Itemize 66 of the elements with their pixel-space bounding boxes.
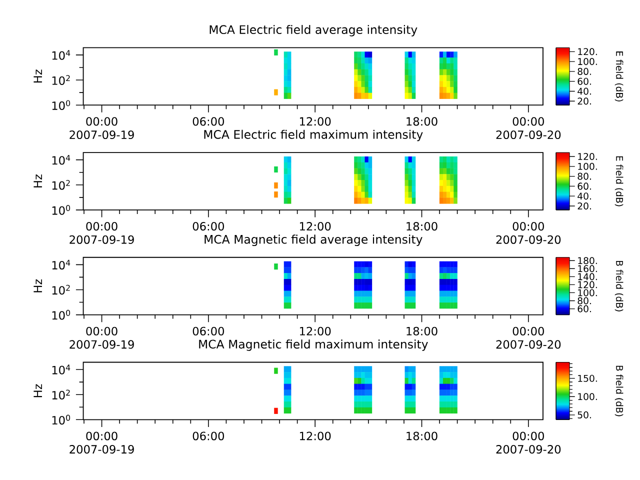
y-tick-label: 10$^{2}$ (52, 180, 70, 190)
y-tick-label: 10$^{2}$ (52, 75, 70, 85)
color-bar-label: 100. (578, 393, 597, 400)
y-tick-label: 10$^{0}$ (52, 414, 70, 425)
color-bar-label: 60. (578, 78, 591, 85)
y-tick-label: 10$^{4}$ (52, 154, 70, 165)
y-tick-label: 10$^{2}$ (52, 390, 70, 400)
x-tick-label: 00:00 2007-09-19 (70, 222, 134, 244)
x-tick-label: 06:00 (192, 326, 224, 336)
x-tick-label: 00:00 2007-09-20 (496, 117, 561, 140)
y-tick-label: 10$^{4}$ (52, 50, 70, 60)
x-tick-label: 00:00 2007-09-20 (496, 222, 561, 244)
y-axis-title: Hz (34, 384, 42, 398)
color-bar-label: 40. (578, 88, 591, 95)
x-tick-label: 06:00 (192, 222, 224, 231)
color-bar-label: 80. (578, 68, 591, 75)
color-bar-label: 40. (578, 192, 591, 200)
color-bar-label: 60. (578, 305, 591, 312)
y-tick-label: 10$^{0}$ (52, 310, 70, 320)
y-tick-label: 10$^{4}$ (52, 364, 70, 374)
x-tick-label: 18:00 (406, 117, 438, 126)
color-bar-title: E field (dB) (614, 156, 624, 206)
color-bar-label: 150. (578, 374, 597, 382)
x-tick-label: 06:00 (192, 432, 224, 440)
y-axis-title: Hz (34, 70, 42, 83)
x-tick-label: 12:00 (300, 326, 331, 336)
color-bar-label: 120. (578, 152, 597, 160)
color-bar-label: 160. (578, 265, 597, 272)
y-tick-label: 10$^{0}$ (52, 205, 70, 215)
color-bar-label: 20. (578, 202, 591, 210)
y-tick-label: 10$^{2}$ (52, 284, 70, 295)
color-bar-label: 120. (578, 281, 597, 288)
color-bar-title: E field (dB) (614, 52, 624, 102)
y-axis-title: Hz (34, 174, 42, 188)
color-bar-label: 60. (578, 182, 591, 190)
x-tick-label: 00:00 2007-09-20 (496, 326, 561, 349)
x-tick-label: 12:00 (300, 432, 331, 440)
color-bar-title: B field (dB) (614, 260, 624, 312)
color-bar-label: 80. (578, 172, 591, 180)
color-bar-label: 100. (578, 58, 597, 66)
color-bar-label: 20. (578, 98, 591, 105)
x-tick-label: 18:00 (406, 326, 438, 336)
color-bar-label: 80. (578, 297, 591, 304)
x-tick-label: 18:00 (406, 222, 438, 231)
y-tick-label: 10$^{4}$ (52, 260, 70, 270)
color-bar-label: 100. (578, 162, 597, 170)
x-tick-label: 12:00 (300, 222, 331, 231)
color-bar-title: B field (dB) (614, 366, 624, 416)
x-tick-label: 00:00 2007-09-20 (496, 432, 561, 454)
x-tick-label: 18:00 (406, 432, 438, 440)
color-bar-label: 180. (578, 257, 597, 264)
color-bar-label: 120. (578, 48, 597, 56)
chart-title: MCA Electric field average intensity (210, 24, 418, 36)
x-tick-label: 00:00 2007-09-19 (70, 117, 134, 140)
y-tick-label: 10$^{0}$ (52, 100, 70, 110)
x-tick-label: 00:00 2007-09-19 (70, 432, 134, 454)
color-bar-label: 50. (578, 411, 591, 418)
y-axis-title: Hz (34, 279, 42, 292)
color-bar-label: 100. (578, 289, 597, 296)
chart-title: MCA Electric field maximum intensity (204, 130, 423, 142)
chart-title: MCA Magnetic field maximum intensity (199, 340, 428, 351)
x-tick-label: 12:00 (300, 117, 331, 126)
chart-title: MCA Magnetic field average intensity (204, 234, 422, 246)
x-tick-label: 06:00 (192, 117, 224, 126)
color-bar-label: 140. (578, 273, 597, 280)
x-tick-label: 00:00 2007-09-19 (70, 326, 134, 349)
